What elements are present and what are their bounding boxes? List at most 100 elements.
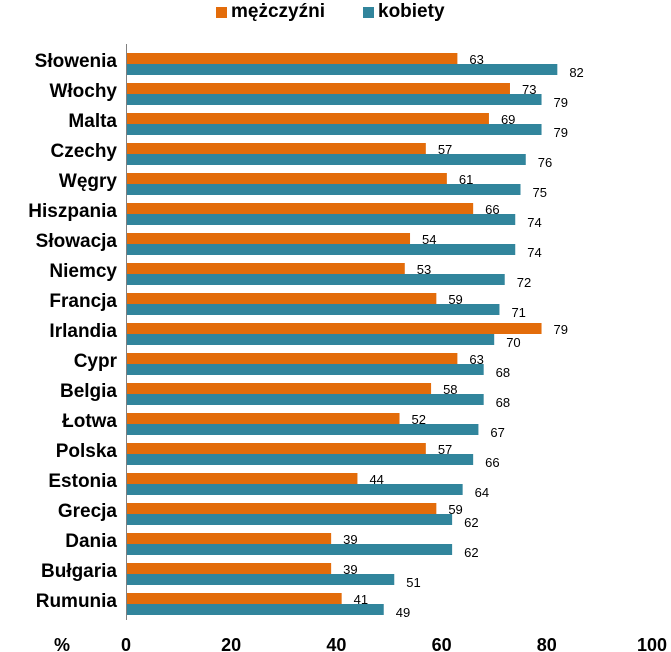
data-label-women-cat-18: 49 — [396, 605, 410, 620]
bar-women-cat-16 — [126, 544, 453, 555]
data-label-men-cat-0: 63 — [469, 52, 483, 67]
data-label-men-cat-12: 52 — [412, 412, 426, 427]
bar-men-cat-4 — [126, 173, 447, 184]
legend-swatch-men — [216, 6, 227, 18]
data-label-men-cat-5: 66 — [485, 202, 499, 217]
x-axis-unit-label: % — [54, 635, 70, 652]
data-label-men-cat-15: 59 — [448, 502, 462, 517]
data-label-men-cat-8: 59 — [448, 292, 462, 307]
bar-women-cat-0 — [126, 64, 558, 75]
bar-men-cat-2 — [126, 113, 489, 124]
bar-men-cat-14 — [126, 473, 358, 484]
bar-women-cat-9 — [126, 334, 495, 345]
data-label-women-cat-5: 74 — [527, 215, 541, 230]
data-label-men-cat-9: 79 — [554, 322, 568, 337]
data-label-men-cat-1: 73 — [522, 82, 536, 97]
category-label-cat-8: Francja — [49, 291, 117, 312]
category-label-cat-13: Polska — [56, 441, 118, 462]
data-label-men-cat-4: 61 — [459, 172, 473, 187]
category-label-cat-12: Łotwa — [62, 411, 117, 432]
legend-item-men: mężczyźni — [216, 0, 325, 24]
bar-women-cat-5 — [126, 214, 516, 225]
bar-men-cat-11 — [126, 383, 432, 394]
data-label-women-cat-4: 75 — [533, 185, 547, 200]
data-label-men-cat-16: 39 — [343, 532, 357, 547]
data-label-men-cat-7: 53 — [417, 262, 431, 277]
bar-women-cat-14 — [126, 484, 463, 495]
bar-men-cat-18 — [126, 593, 342, 604]
category-label-cat-4: Węgry — [59, 171, 118, 192]
x-tick-label-100: 100 — [637, 635, 667, 652]
data-label-women-cat-10: 68 — [496, 365, 510, 380]
bar-men-cat-10 — [126, 353, 458, 364]
data-label-men-cat-6: 54 — [422, 232, 436, 247]
data-label-women-cat-11: 68 — [496, 395, 510, 410]
category-label-cat-0: Słowenia — [35, 51, 118, 72]
x-tick-label-80: 80 — [537, 635, 557, 652]
bar-men-cat-9 — [126, 323, 542, 334]
category-label-cat-5: Hiszpania — [28, 201, 117, 222]
bar-men-cat-15 — [126, 503, 437, 514]
bar-women-cat-18 — [126, 604, 384, 615]
data-label-women-cat-16: 62 — [464, 545, 478, 560]
data-label-women-cat-3: 76 — [538, 155, 552, 170]
bar-men-cat-8 — [126, 293, 437, 304]
category-label-cat-7: Niemcy — [49, 261, 117, 282]
data-label-men-cat-18: 41 — [354, 592, 368, 607]
bar-men-cat-1 — [126, 83, 510, 94]
data-label-men-cat-11: 58 — [443, 382, 457, 397]
data-label-women-cat-14: 64 — [475, 485, 489, 500]
bar-women-cat-8 — [126, 304, 500, 315]
data-label-men-cat-2: 69 — [501, 112, 515, 127]
data-label-women-cat-13: 66 — [485, 455, 499, 470]
x-tick-label-20: 20 — [221, 635, 241, 652]
bar-women-cat-1 — [126, 94, 542, 105]
bar-men-cat-0 — [126, 53, 458, 64]
category-label-cat-10: Cypr — [74, 351, 118, 372]
bar-women-cat-17 — [126, 574, 395, 585]
category-label-cat-11: Belgia — [60, 381, 117, 402]
data-label-men-cat-17: 39 — [343, 562, 357, 577]
data-label-women-cat-7: 72 — [517, 275, 531, 290]
category-label-cat-2: Malta — [68, 111, 117, 132]
bar-men-cat-7 — [126, 263, 405, 274]
category-label-cat-15: Grecja — [58, 501, 118, 522]
bar-men-cat-17 — [126, 563, 332, 574]
bar-women-cat-6 — [126, 244, 516, 255]
bar-men-cat-12 — [126, 413, 400, 424]
x-tick-label-60: 60 — [432, 635, 452, 652]
bar-women-cat-10 — [126, 364, 484, 375]
category-label-cat-3: Czechy — [50, 141, 117, 162]
labels-group: Słowenia 63 82 Włochy 73 79 Malta 69 79 Czechy 57 7… — [28, 51, 667, 652]
bar-women-cat-3 — [126, 154, 526, 165]
bar-women-cat-2 — [126, 124, 542, 135]
legend: mężczyźni kobiety — [0, 0, 671, 24]
data-label-women-cat-17: 51 — [406, 575, 420, 590]
data-label-women-cat-0: 82 — [569, 65, 583, 80]
data-label-women-cat-1: 79 — [554, 95, 568, 110]
category-label-cat-14: Estonia — [48, 471, 117, 492]
bar-men-cat-3 — [126, 143, 426, 154]
category-label-cat-1: Włochy — [49, 81, 117, 102]
bar-women-cat-11 — [126, 394, 484, 405]
data-label-men-cat-13: 57 — [438, 442, 452, 457]
bar-women-cat-13 — [126, 454, 474, 465]
category-label-cat-17: Bułgaria — [41, 561, 117, 582]
data-label-men-cat-3: 57 — [438, 142, 452, 157]
bar-women-cat-7 — [126, 274, 505, 285]
category-label-cat-9: Irlandia — [49, 321, 117, 342]
data-label-women-cat-9: 70 — [506, 335, 520, 350]
legend-label-women: kobiety — [378, 1, 445, 22]
bar-men-cat-16 — [126, 533, 332, 544]
bar-women-cat-12 — [126, 424, 479, 435]
legend-label-men: mężczyźni — [231, 1, 325, 22]
category-label-cat-6: Słowacja — [36, 231, 118, 252]
category-label-cat-16: Dania — [65, 531, 117, 552]
data-label-women-cat-12: 67 — [490, 425, 504, 440]
bar-men-cat-13 — [126, 443, 426, 454]
bars-group — [126, 53, 558, 615]
bar-men-cat-6 — [126, 233, 411, 244]
data-label-men-cat-14: 44 — [369, 472, 383, 487]
data-label-women-cat-6: 74 — [527, 245, 541, 260]
